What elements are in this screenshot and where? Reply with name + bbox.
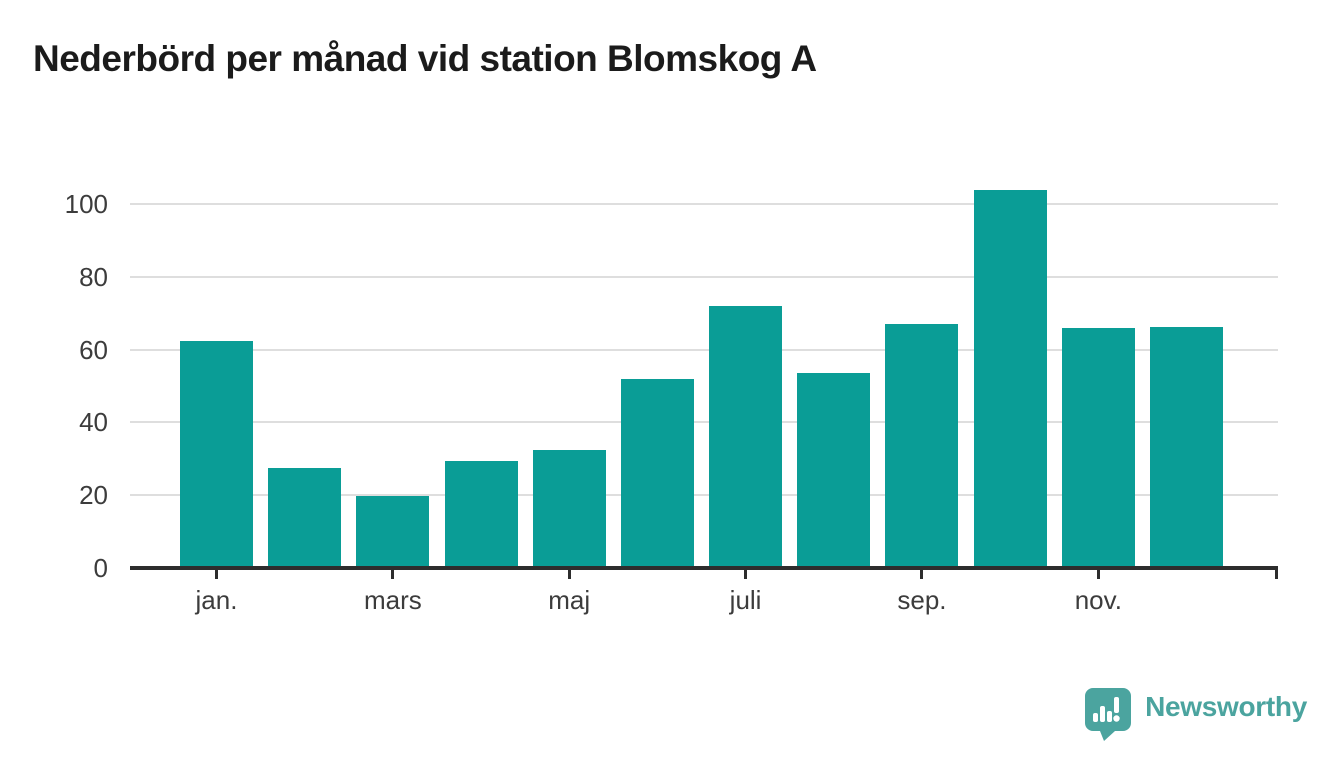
y-tick-label-0: 0: [93, 553, 108, 583]
plot-area: jan. mars maj juli sep. nov.: [130, 160, 1278, 615]
x-tick-label-maj: maj: [548, 585, 591, 615]
bar-juni: [620, 378, 694, 568]
gridline-y-60: [130, 348, 1278, 351]
x-tick-label-mars: mars: [363, 585, 422, 615]
y-tick-label-20: 20: [79, 480, 108, 511]
x-axis-line: [130, 566, 1278, 570]
bar-sep.: [885, 323, 959, 568]
gridline-y-40: [130, 421, 1278, 424]
branding: Newsworthy: [1084, 680, 1307, 748]
x-axis-end-tick: [1275, 570, 1278, 579]
x-axis-tick-sep.: [920, 570, 924, 579]
chart-title: Nederbörd per månad vid station Blomskog…: [33, 38, 817, 79]
y-tick-label-80: 80: [79, 261, 108, 292]
bar-juli: [709, 305, 783, 568]
gridline-y-20: [130, 494, 1278, 497]
gridline-y-80: [130, 275, 1278, 278]
bar-nov.: [1061, 327, 1135, 568]
bar-mars: [356, 495, 430, 568]
x-axis-tick-maj: [567, 570, 571, 579]
bar-aug.: [797, 372, 871, 568]
y-tick-label-100: 100: [64, 189, 108, 219]
gridline-y-100: [130, 203, 1278, 205]
bar-feb.: [268, 467, 342, 568]
newsworthy-logo-text: Newsworthy: [1145, 691, 1307, 722]
x-tick-label-juli: juli: [729, 585, 762, 615]
x-tick-label-sep.: sep.: [897, 585, 947, 615]
bar-okt.: [973, 190, 1047, 568]
y-tick-label-40: 40: [79, 407, 108, 438]
y-tick-label-60: 60: [79, 334, 108, 365]
x-axis-tick-mars: [391, 570, 395, 579]
bar-apr.: [444, 460, 518, 568]
newsworthy-logo-icon: [1084, 687, 1132, 741]
x-axis-tick-jan.: [215, 570, 218, 579]
x-tick-label-nov.: nov.: [1074, 585, 1122, 615]
x-tick-label-jan.: jan.: [195, 585, 238, 615]
x-axis-tick-juli: [744, 570, 748, 579]
x-axis-tick-nov.: [1096, 570, 1100, 579]
bar-dec.: [1150, 326, 1223, 568]
bar-maj: [532, 449, 606, 568]
bar-jan.: [180, 340, 253, 568]
